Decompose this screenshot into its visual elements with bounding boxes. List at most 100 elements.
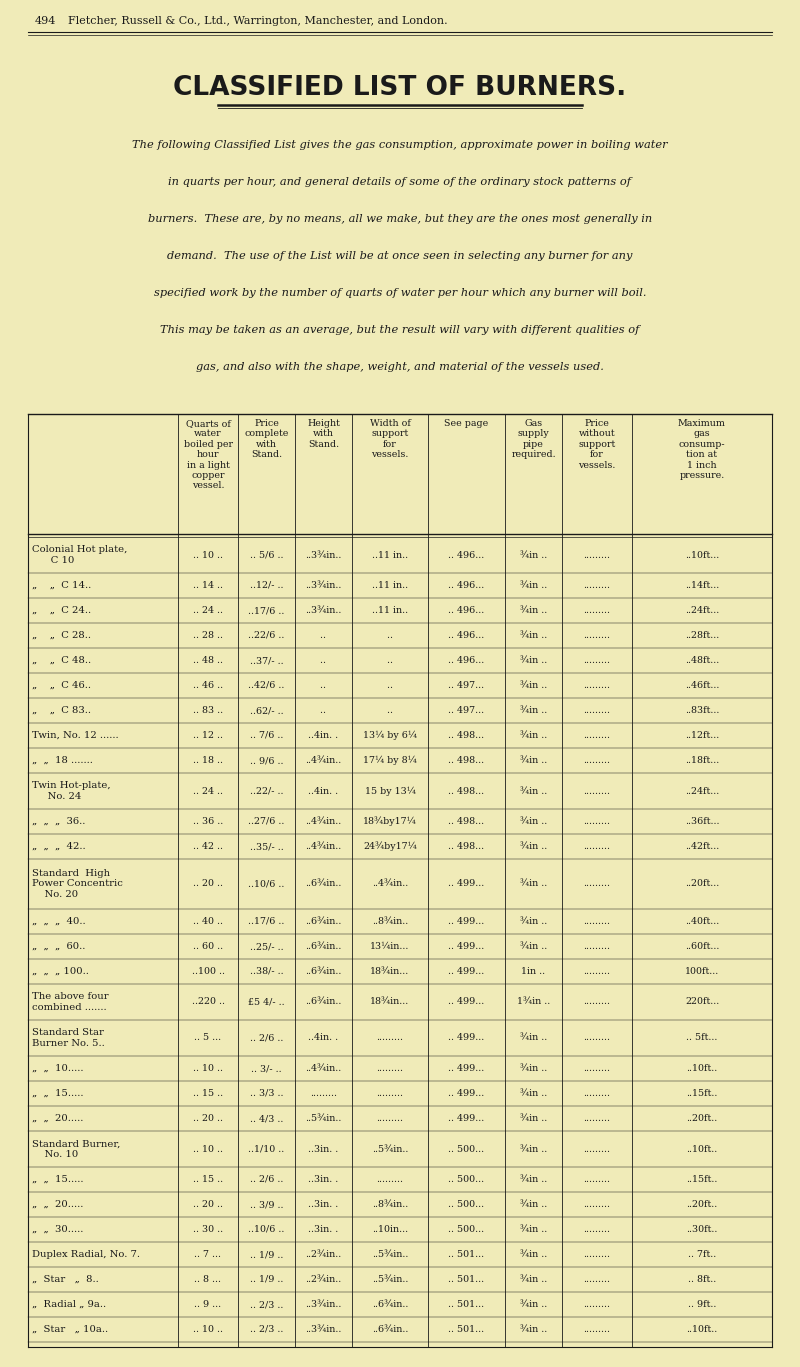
Text: „  „  „  40..: „ „ „ 40.. <box>32 917 86 925</box>
Text: .. 46 ..: .. 46 .. <box>193 681 223 690</box>
Text: ..40ft...: ..40ft... <box>685 917 719 925</box>
Text: ..3¾in..: ..3¾in.. <box>306 606 342 615</box>
Text: Quarts of
water
boiled per
hour
in a light
copper
vessel.: Quarts of water boiled per hour in a lig… <box>183 420 233 491</box>
Text: ..36ft...: ..36ft... <box>685 817 719 826</box>
Text: ..46ft...: ..46ft... <box>685 681 719 690</box>
Text: .. 40 ..: .. 40 .. <box>193 917 223 925</box>
Text: ..2¾in..: ..2¾in.. <box>306 1275 342 1284</box>
Text: .. 5/6 ..: .. 5/6 .. <box>250 551 283 559</box>
Text: .. 3/9 ..: .. 3/9 .. <box>250 1200 283 1208</box>
Text: Price
complete
with
Stand.: Price complete with Stand. <box>244 420 289 459</box>
Text: „  „  18 .......: „ „ 18 ....... <box>32 756 93 766</box>
Text: 494: 494 <box>35 16 56 26</box>
Text: .........: ......... <box>583 879 610 889</box>
Text: ..6¾in..: ..6¾in.. <box>306 966 342 976</box>
Text: ..10/6 ..: ..10/6 .. <box>248 1225 285 1234</box>
Text: Fletcher, Russell & Co., Ltd., Warrington, Manchester, and London.: Fletcher, Russell & Co., Ltd., Warringto… <box>68 16 448 26</box>
Text: Twin, No. 12 ......: Twin, No. 12 ...... <box>32 731 118 740</box>
Text: ..: .. <box>381 656 399 664</box>
Text: ..62/- ..: ..62/- .. <box>250 705 283 715</box>
Text: „  „  „ 100..: „ „ „ 100.. <box>32 966 89 976</box>
Text: ..3¾in..: ..3¾in.. <box>306 1325 342 1334</box>
Text: .. 496...: .. 496... <box>448 632 485 640</box>
Text: .. 3/- ..: .. 3/- .. <box>251 1064 282 1073</box>
Text: 13¼ by 6¼: 13¼ by 6¼ <box>363 731 417 740</box>
Text: Standard Star
Burner No. 5..: Standard Star Burner No. 5.. <box>32 1028 105 1047</box>
Text: ..: .. <box>314 705 333 715</box>
Text: .........: ......... <box>583 756 610 766</box>
Text: ..4¾in..: ..4¾in.. <box>306 1064 342 1073</box>
Text: ..4¾in..: ..4¾in.. <box>306 842 342 852</box>
Text: See page: See page <box>444 420 489 428</box>
Text: ..4¾in..: ..4¾in.. <box>306 817 342 826</box>
Text: „    „  C 83..: „ „ C 83.. <box>32 705 91 715</box>
Text: ..48ft...: ..48ft... <box>685 656 719 664</box>
Text: .........: ......... <box>583 942 610 951</box>
Text: .. 499...: .. 499... <box>448 879 485 889</box>
Text: .. 496...: .. 496... <box>448 581 485 591</box>
Text: 18¾by17¼: 18¾by17¼ <box>363 816 417 826</box>
Text: .........: ......... <box>583 998 610 1006</box>
Text: .........: ......... <box>583 1225 610 1234</box>
Text: .. 2/3 ..: .. 2/3 .. <box>250 1300 283 1310</box>
Text: .. 18 ..: .. 18 .. <box>193 756 223 766</box>
Text: .. 2/6 ..: .. 2/6 .. <box>250 1176 283 1184</box>
Text: „  „  15.....: „ „ 15..... <box>32 1176 83 1184</box>
Text: „    „  C 14..: „ „ C 14.. <box>32 581 91 591</box>
Text: ..20ft..: ..20ft.. <box>686 1114 718 1124</box>
Text: ..6¾in..: ..6¾in.. <box>372 1325 408 1334</box>
Text: ¾in ..: ¾in .. <box>520 1249 547 1259</box>
Text: .. 2/3 ..: .. 2/3 .. <box>250 1325 283 1334</box>
Text: „  „  „  42..: „ „ „ 42.. <box>32 842 86 852</box>
Text: „  „  20.....: „ „ 20..... <box>32 1114 83 1124</box>
Text: CLASSIFIED LIST OF BURNERS.: CLASSIFIED LIST OF BURNERS. <box>174 75 626 101</box>
Text: ¾in ..: ¾in .. <box>520 1225 547 1234</box>
Text: .........: ......... <box>583 786 610 796</box>
Text: .........: ......... <box>583 1200 610 1208</box>
Text: .........: ......... <box>583 581 610 591</box>
Text: ..4in. .: ..4in. . <box>309 786 338 796</box>
Text: ..2¾in..: ..2¾in.. <box>306 1249 342 1259</box>
Text: .........: ......... <box>583 705 610 715</box>
Text: ..30ft..: ..30ft.. <box>686 1225 718 1234</box>
Text: .. 20 ..: .. 20 .. <box>193 879 223 889</box>
Text: .. 499...: .. 499... <box>448 1064 485 1073</box>
Text: ..4in. .: ..4in. . <box>309 731 338 740</box>
Text: .. 20 ..: .. 20 .. <box>193 1200 223 1208</box>
Text: ..11 in..: ..11 in.. <box>372 551 408 559</box>
Text: ¾in ..: ¾in .. <box>520 879 547 889</box>
Text: ¾in ..: ¾in .. <box>520 1275 547 1284</box>
Text: ..22/6 ..: ..22/6 .. <box>248 632 285 640</box>
Text: ..3in. .: ..3in. . <box>308 1176 338 1184</box>
Text: ¾in ..: ¾in .. <box>520 1144 547 1154</box>
Text: .........: ......... <box>583 632 610 640</box>
Text: ..60ft...: ..60ft... <box>685 942 719 951</box>
Text: .........: ......... <box>583 551 610 559</box>
Text: .. 4/3 ..: .. 4/3 .. <box>250 1114 283 1124</box>
Text: ¾in ..: ¾in .. <box>520 632 547 640</box>
Text: .. 501...: .. 501... <box>449 1300 485 1310</box>
Text: ..100 ..: ..100 .. <box>191 966 225 976</box>
Text: ..6¾in..: ..6¾in.. <box>306 879 342 889</box>
Text: .. 15 ..: .. 15 .. <box>193 1089 223 1098</box>
Text: ..14ft...: ..14ft... <box>685 581 719 591</box>
Text: ..5¾in..: ..5¾in.. <box>372 1249 408 1259</box>
Text: .. 499...: .. 499... <box>448 1114 485 1124</box>
Text: £5 4/- ..: £5 4/- .. <box>248 998 285 1006</box>
Text: .........: ......... <box>583 606 610 615</box>
Text: .. 496...: .. 496... <box>448 656 485 664</box>
Text: ..10in...: ..10in... <box>372 1225 408 1234</box>
Text: ..6¾in..: ..6¾in.. <box>306 998 342 1006</box>
Text: .. 499...: .. 499... <box>448 966 485 976</box>
Text: ..5¾in..: ..5¾in.. <box>372 1275 408 1284</box>
Text: 220ft...: 220ft... <box>685 998 719 1006</box>
Text: ..6¾in..: ..6¾in.. <box>306 917 342 925</box>
Text: .........: ......... <box>583 1275 610 1284</box>
Text: .. 5 ...: .. 5 ... <box>194 1033 222 1043</box>
Text: „    „  C 48..: „ „ C 48.. <box>32 656 91 664</box>
Text: .. 8ft..: .. 8ft.. <box>688 1275 716 1284</box>
Text: ..220 ..: ..220 .. <box>191 998 225 1006</box>
Text: „    „  C 28..: „ „ C 28.. <box>32 632 91 640</box>
Text: ..42ft...: ..42ft... <box>685 842 719 852</box>
Text: .. 60 ..: .. 60 .. <box>193 942 223 951</box>
